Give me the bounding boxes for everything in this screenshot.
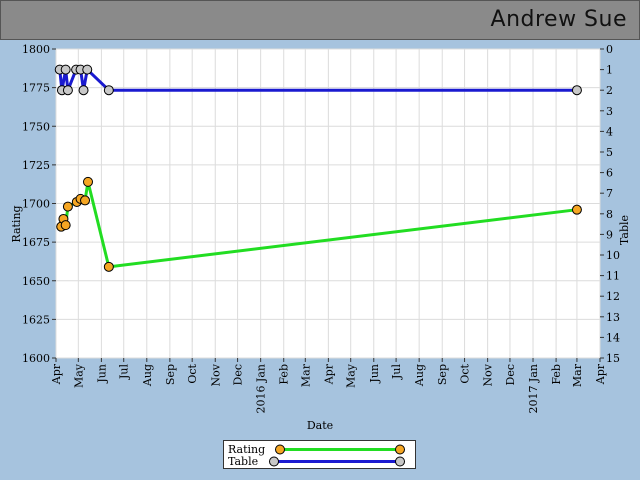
y-left-tick-label: 1600 bbox=[22, 352, 50, 365]
x-tick-label: Feb bbox=[550, 364, 563, 385]
x-tick-label: Apr bbox=[322, 363, 335, 385]
x-tick-label: Aug bbox=[413, 364, 426, 387]
x-tick-label: Feb bbox=[278, 364, 291, 385]
y-right-tick-label: 13 bbox=[606, 311, 620, 324]
x-tick-label: Dec bbox=[504, 364, 517, 386]
y-right-tick-label: 8 bbox=[606, 208, 613, 221]
y-right-tick-label: 14 bbox=[606, 331, 620, 344]
x-tick-label: Oct bbox=[186, 363, 199, 383]
rating-point bbox=[62, 201, 73, 212]
x-tick-label: Mar bbox=[571, 363, 584, 387]
y-left-tick-label: 1650 bbox=[22, 275, 50, 288]
x-tick-label: Nov bbox=[209, 363, 222, 386]
x-tick-label: Jul bbox=[390, 364, 403, 380]
rating-point bbox=[83, 176, 93, 187]
rating-point bbox=[103, 261, 114, 272]
x-tick-label: Mar bbox=[299, 363, 312, 387]
y-left-tick-label: 1775 bbox=[22, 82, 50, 95]
x-tick-label: Oct bbox=[459, 363, 472, 383]
table-point bbox=[82, 64, 93, 75]
y-right-tick-label: 7 bbox=[606, 187, 613, 200]
y-right-tick-label: 0 bbox=[606, 43, 613, 56]
legend-label-table: Table bbox=[228, 455, 259, 468]
x-tick-label: Sep bbox=[436, 364, 449, 385]
x-tick-label: Jun bbox=[95, 364, 108, 384]
table-point bbox=[62, 85, 73, 96]
y-left-tick-label: 1625 bbox=[22, 313, 50, 326]
x-tick-label: Dec bbox=[232, 364, 245, 386]
y-right-tick-label: 4 bbox=[606, 125, 613, 138]
x-tick-label: Sep bbox=[164, 364, 177, 385]
y-left-tick-label: 1675 bbox=[22, 236, 50, 249]
y-axis-left-label: Rating bbox=[10, 205, 23, 242]
y-right-tick-label: 9 bbox=[606, 228, 613, 241]
legend: Rating Table bbox=[223, 440, 416, 469]
y-left-tick-label: 1750 bbox=[22, 120, 50, 133]
y-right-tick-label: 12 bbox=[606, 290, 620, 303]
x-tick-label: Apr bbox=[50, 363, 63, 385]
grid-layer bbox=[55, 48, 601, 359]
table-point bbox=[60, 64, 71, 75]
y-left-tick-label: 1725 bbox=[22, 159, 50, 172]
y-axis-right-label: Table bbox=[618, 215, 631, 245]
y-right-tick-label: 3 bbox=[606, 105, 613, 118]
legend-swatch-rating bbox=[275, 444, 405, 455]
y-right-tick-label: 10 bbox=[606, 249, 620, 262]
x-tick-label: May bbox=[72, 363, 85, 388]
legend-label-rating: Rating bbox=[228, 443, 266, 456]
rating-point bbox=[571, 204, 582, 215]
player-name: Andrew Sue bbox=[490, 7, 627, 32]
y-right-tick-label: 6 bbox=[606, 167, 613, 180]
y-right-tick-label: 5 bbox=[606, 146, 613, 159]
x-tick-label: May bbox=[345, 363, 358, 388]
x-tick-label: 2017 Jan bbox=[527, 364, 540, 414]
x-tick-label: Aug bbox=[141, 364, 154, 387]
x-axis-label: Date bbox=[307, 419, 333, 432]
x-tick-label: 2016 Jan bbox=[255, 364, 268, 414]
y-right-tick-label: 11 bbox=[606, 270, 620, 283]
y-right-tick-label: 2 bbox=[606, 84, 613, 97]
x-tick-label: Jun bbox=[368, 364, 381, 384]
y-right-tick-label: 1 bbox=[606, 64, 613, 77]
rating-point bbox=[60, 220, 71, 231]
y-right-tick-label: 15 bbox=[606, 352, 620, 365]
x-tick-label: Jul bbox=[118, 364, 131, 380]
legend-swatch-table bbox=[269, 456, 405, 467]
table-point bbox=[78, 85, 89, 96]
series-layer bbox=[54, 64, 582, 272]
table-point bbox=[571, 85, 582, 96]
y-left-tick-label: 1800 bbox=[22, 43, 50, 56]
x-tick-label: Nov bbox=[482, 363, 495, 386]
x-tick-label: Apr bbox=[594, 363, 607, 385]
table-point bbox=[103, 85, 114, 96]
y-left-tick-label: 1700 bbox=[22, 198, 50, 211]
rating-point bbox=[80, 195, 91, 206]
header-bar: Andrew Sue bbox=[0, 0, 640, 40]
